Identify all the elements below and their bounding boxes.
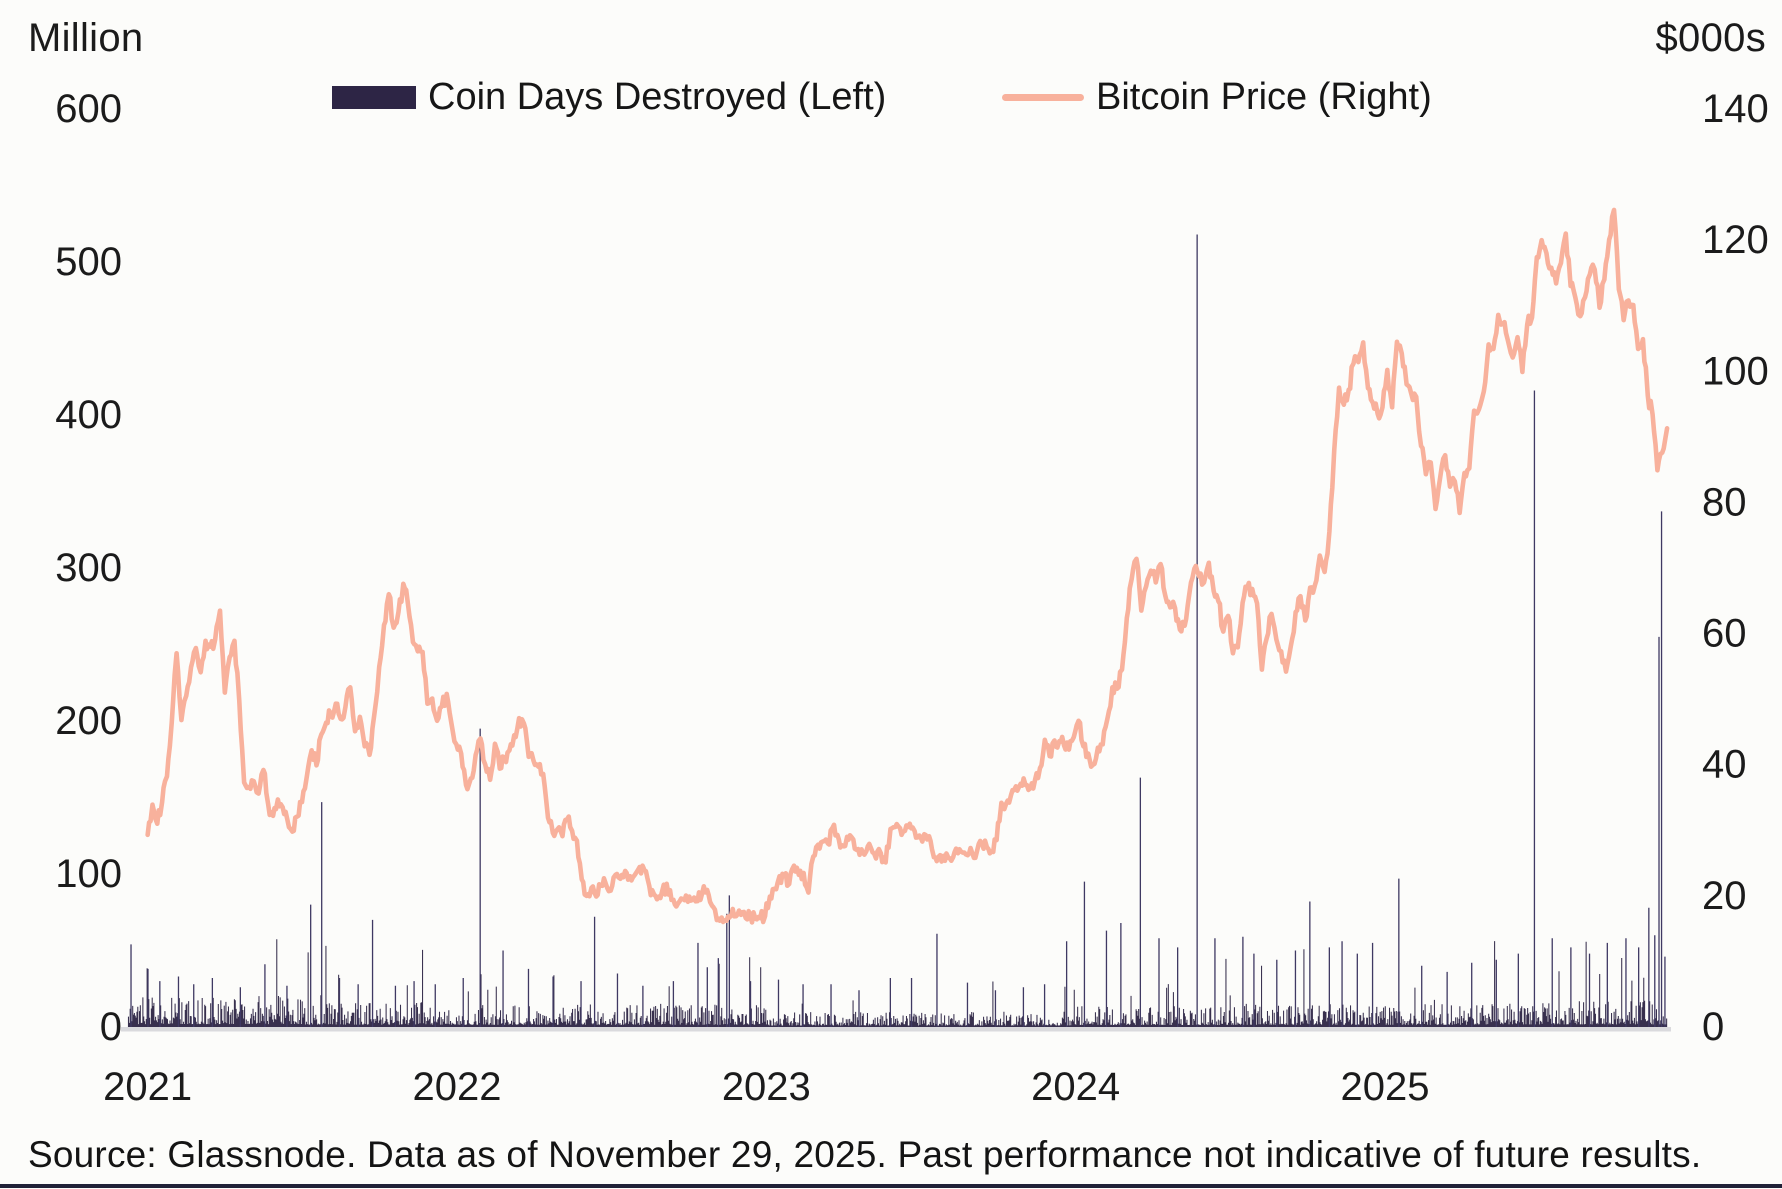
left-axis-tick-label: 400 bbox=[55, 393, 122, 437]
cdd-spike-bars bbox=[130, 234, 1666, 1027]
bottom-rule bbox=[0, 1184, 1782, 1188]
x-axis-tick-label: 2023 bbox=[722, 1065, 811, 1109]
left-axis-tick-label: 100 bbox=[55, 852, 122, 896]
source-note: Source: Glassnode. Data as of November 2… bbox=[28, 1134, 1702, 1175]
x-axis-tick-label: 2025 bbox=[1340, 1065, 1429, 1109]
right-axis-tick-label: 20 bbox=[1702, 874, 1747, 918]
right-axis-tick-label: 60 bbox=[1702, 612, 1747, 656]
x-axis-tick-label: 2022 bbox=[412, 1065, 501, 1109]
right-axis-tick-label: 0 bbox=[1702, 1005, 1724, 1049]
right-axis-unit-label: $000s bbox=[1655, 16, 1766, 60]
right-axis-tick-label: 80 bbox=[1702, 480, 1747, 524]
x-axis-tick-label: 2024 bbox=[1031, 1065, 1120, 1109]
bitcoin-price-line bbox=[145, 207, 1670, 925]
x-axis-tick-label: 2021 bbox=[103, 1065, 192, 1109]
right-axis-tick-label: 140 bbox=[1702, 87, 1769, 131]
left-axis-tick-label: 200 bbox=[55, 699, 122, 743]
left-axis-unit-label: Million bbox=[28, 16, 144, 60]
right-axis-tick-label: 120 bbox=[1702, 218, 1769, 262]
left-axis-tick-label: 600 bbox=[55, 87, 122, 131]
right-axis-tick-label: 40 bbox=[1702, 743, 1747, 787]
left-axis-tick-label: 0 bbox=[100, 1005, 122, 1049]
x-axis-baseline bbox=[121, 1027, 1671, 1032]
left-axis-tick-label: 300 bbox=[55, 546, 122, 590]
left-axis-tick-label: 500 bbox=[55, 240, 122, 284]
right-axis-tick-label: 100 bbox=[1702, 349, 1769, 393]
cdd-bars bbox=[127, 939, 1668, 1027]
